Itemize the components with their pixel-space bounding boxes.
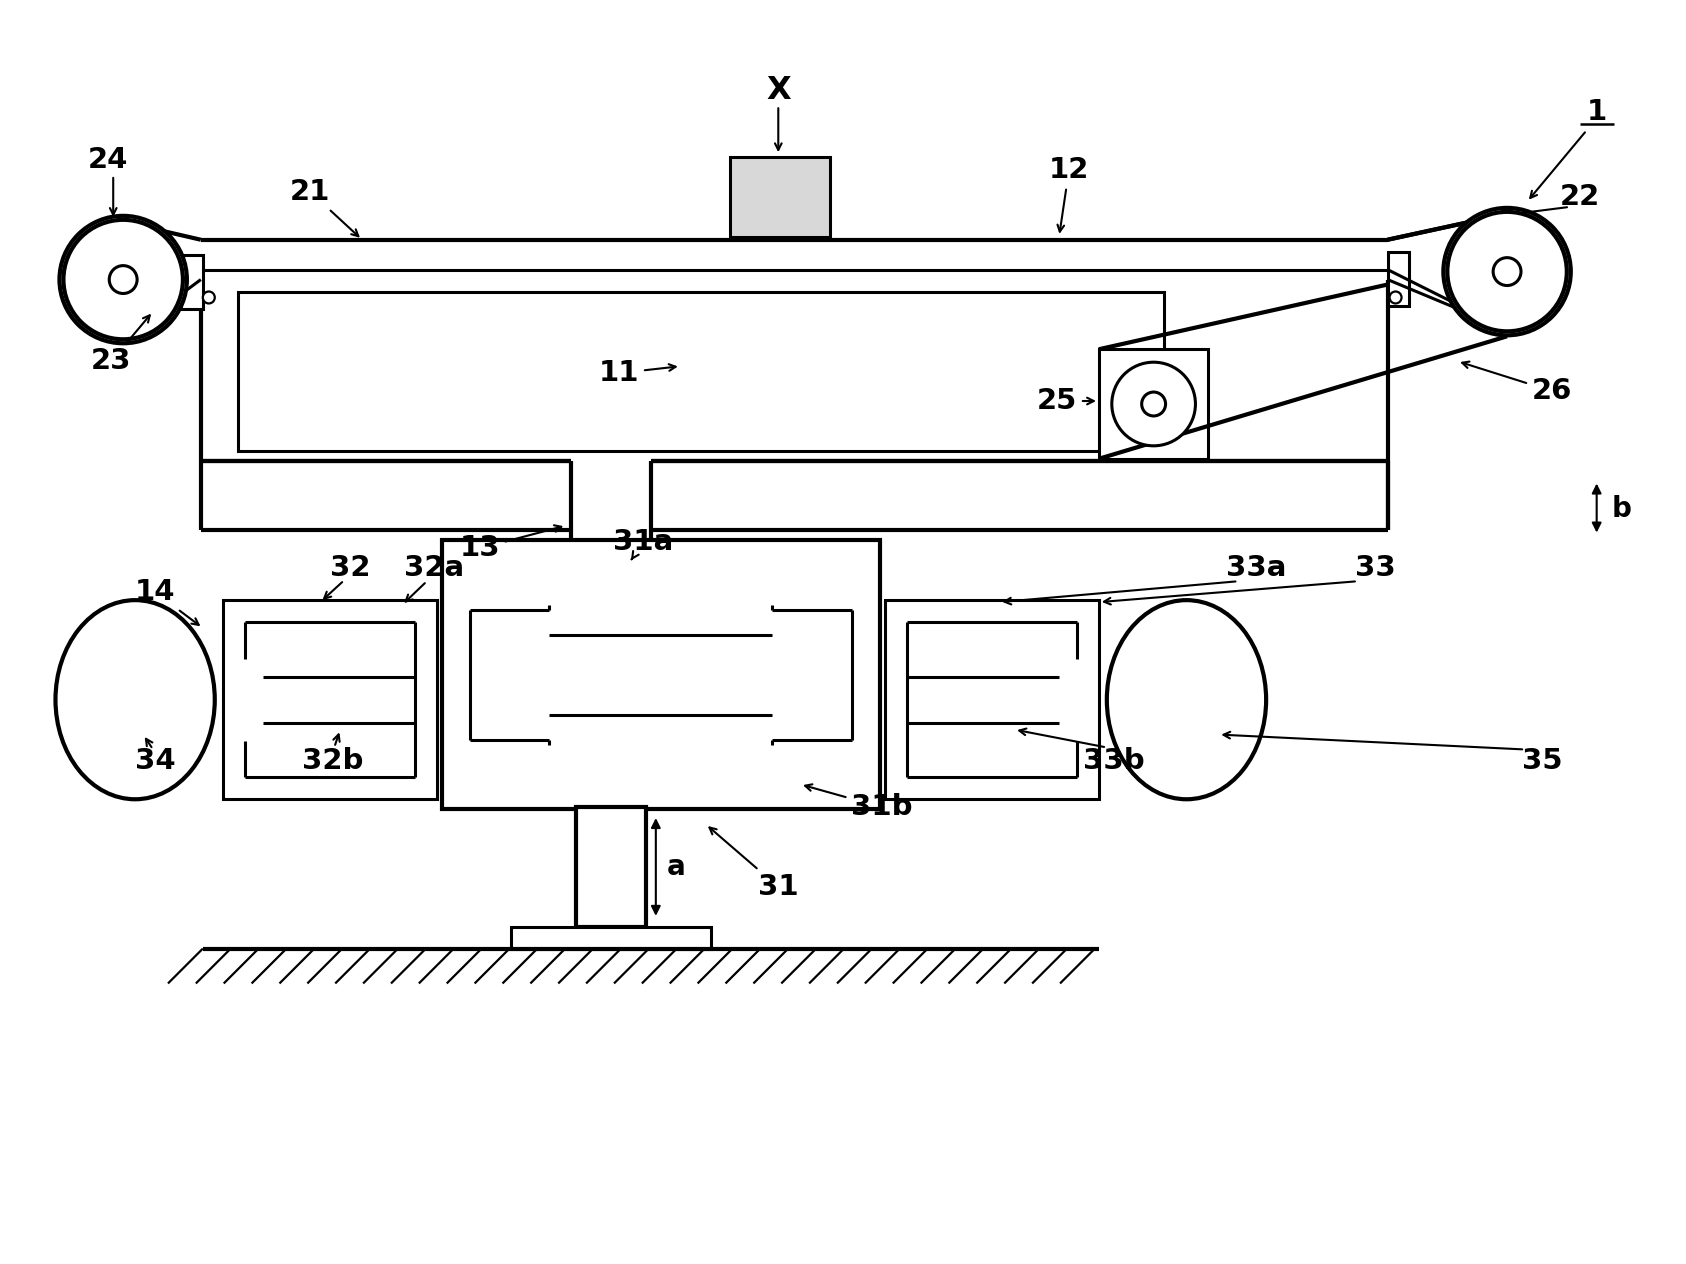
Circle shape <box>1111 363 1195 446</box>
Text: 33a: 33a <box>1226 555 1286 583</box>
Bar <box>223 600 437 799</box>
Bar <box>885 600 1099 799</box>
Text: 33b: 33b <box>1082 747 1145 775</box>
Text: 32b: 32b <box>302 747 362 775</box>
Text: 32a: 32a <box>403 555 464 583</box>
Bar <box>577 808 646 927</box>
Text: 34: 34 <box>135 747 175 775</box>
Circle shape <box>64 220 182 339</box>
Text: 32: 32 <box>330 555 371 583</box>
Ellipse shape <box>1106 600 1266 799</box>
Circle shape <box>1447 212 1566 331</box>
Bar <box>730 157 830 236</box>
Text: 24: 24 <box>88 147 128 174</box>
Ellipse shape <box>59 216 187 344</box>
Circle shape <box>1141 392 1165 416</box>
Bar <box>1388 252 1409 306</box>
Bar <box>180 254 202 310</box>
Text: a: a <box>666 853 685 881</box>
Text: 14: 14 <box>135 578 199 624</box>
Ellipse shape <box>1443 207 1571 335</box>
Text: 35: 35 <box>1522 747 1563 775</box>
Text: b: b <box>1612 494 1632 522</box>
Text: 21: 21 <box>290 178 359 236</box>
Text: X: X <box>765 75 791 106</box>
Text: 31b: 31b <box>806 784 912 822</box>
Text: 1: 1 <box>1587 99 1607 126</box>
Text: 31: 31 <box>710 828 799 901</box>
Ellipse shape <box>56 600 214 799</box>
Circle shape <box>1494 258 1521 286</box>
Circle shape <box>110 265 137 293</box>
Text: 13: 13 <box>459 526 561 562</box>
Text: 12: 12 <box>1049 155 1089 231</box>
Circle shape <box>202 292 214 303</box>
Circle shape <box>1389 292 1401 303</box>
Bar <box>511 927 710 948</box>
Bar <box>442 541 880 809</box>
Text: 11: 11 <box>599 359 676 387</box>
Text: 33: 33 <box>1356 555 1396 583</box>
Text: 22: 22 <box>1560 183 1600 211</box>
Bar <box>1099 349 1209 459</box>
Text: 31a: 31a <box>612 528 673 560</box>
Bar <box>238 292 1163 451</box>
Text: 23: 23 <box>91 315 150 375</box>
Text: 25: 25 <box>1037 387 1094 415</box>
Text: 26: 26 <box>1462 362 1571 404</box>
